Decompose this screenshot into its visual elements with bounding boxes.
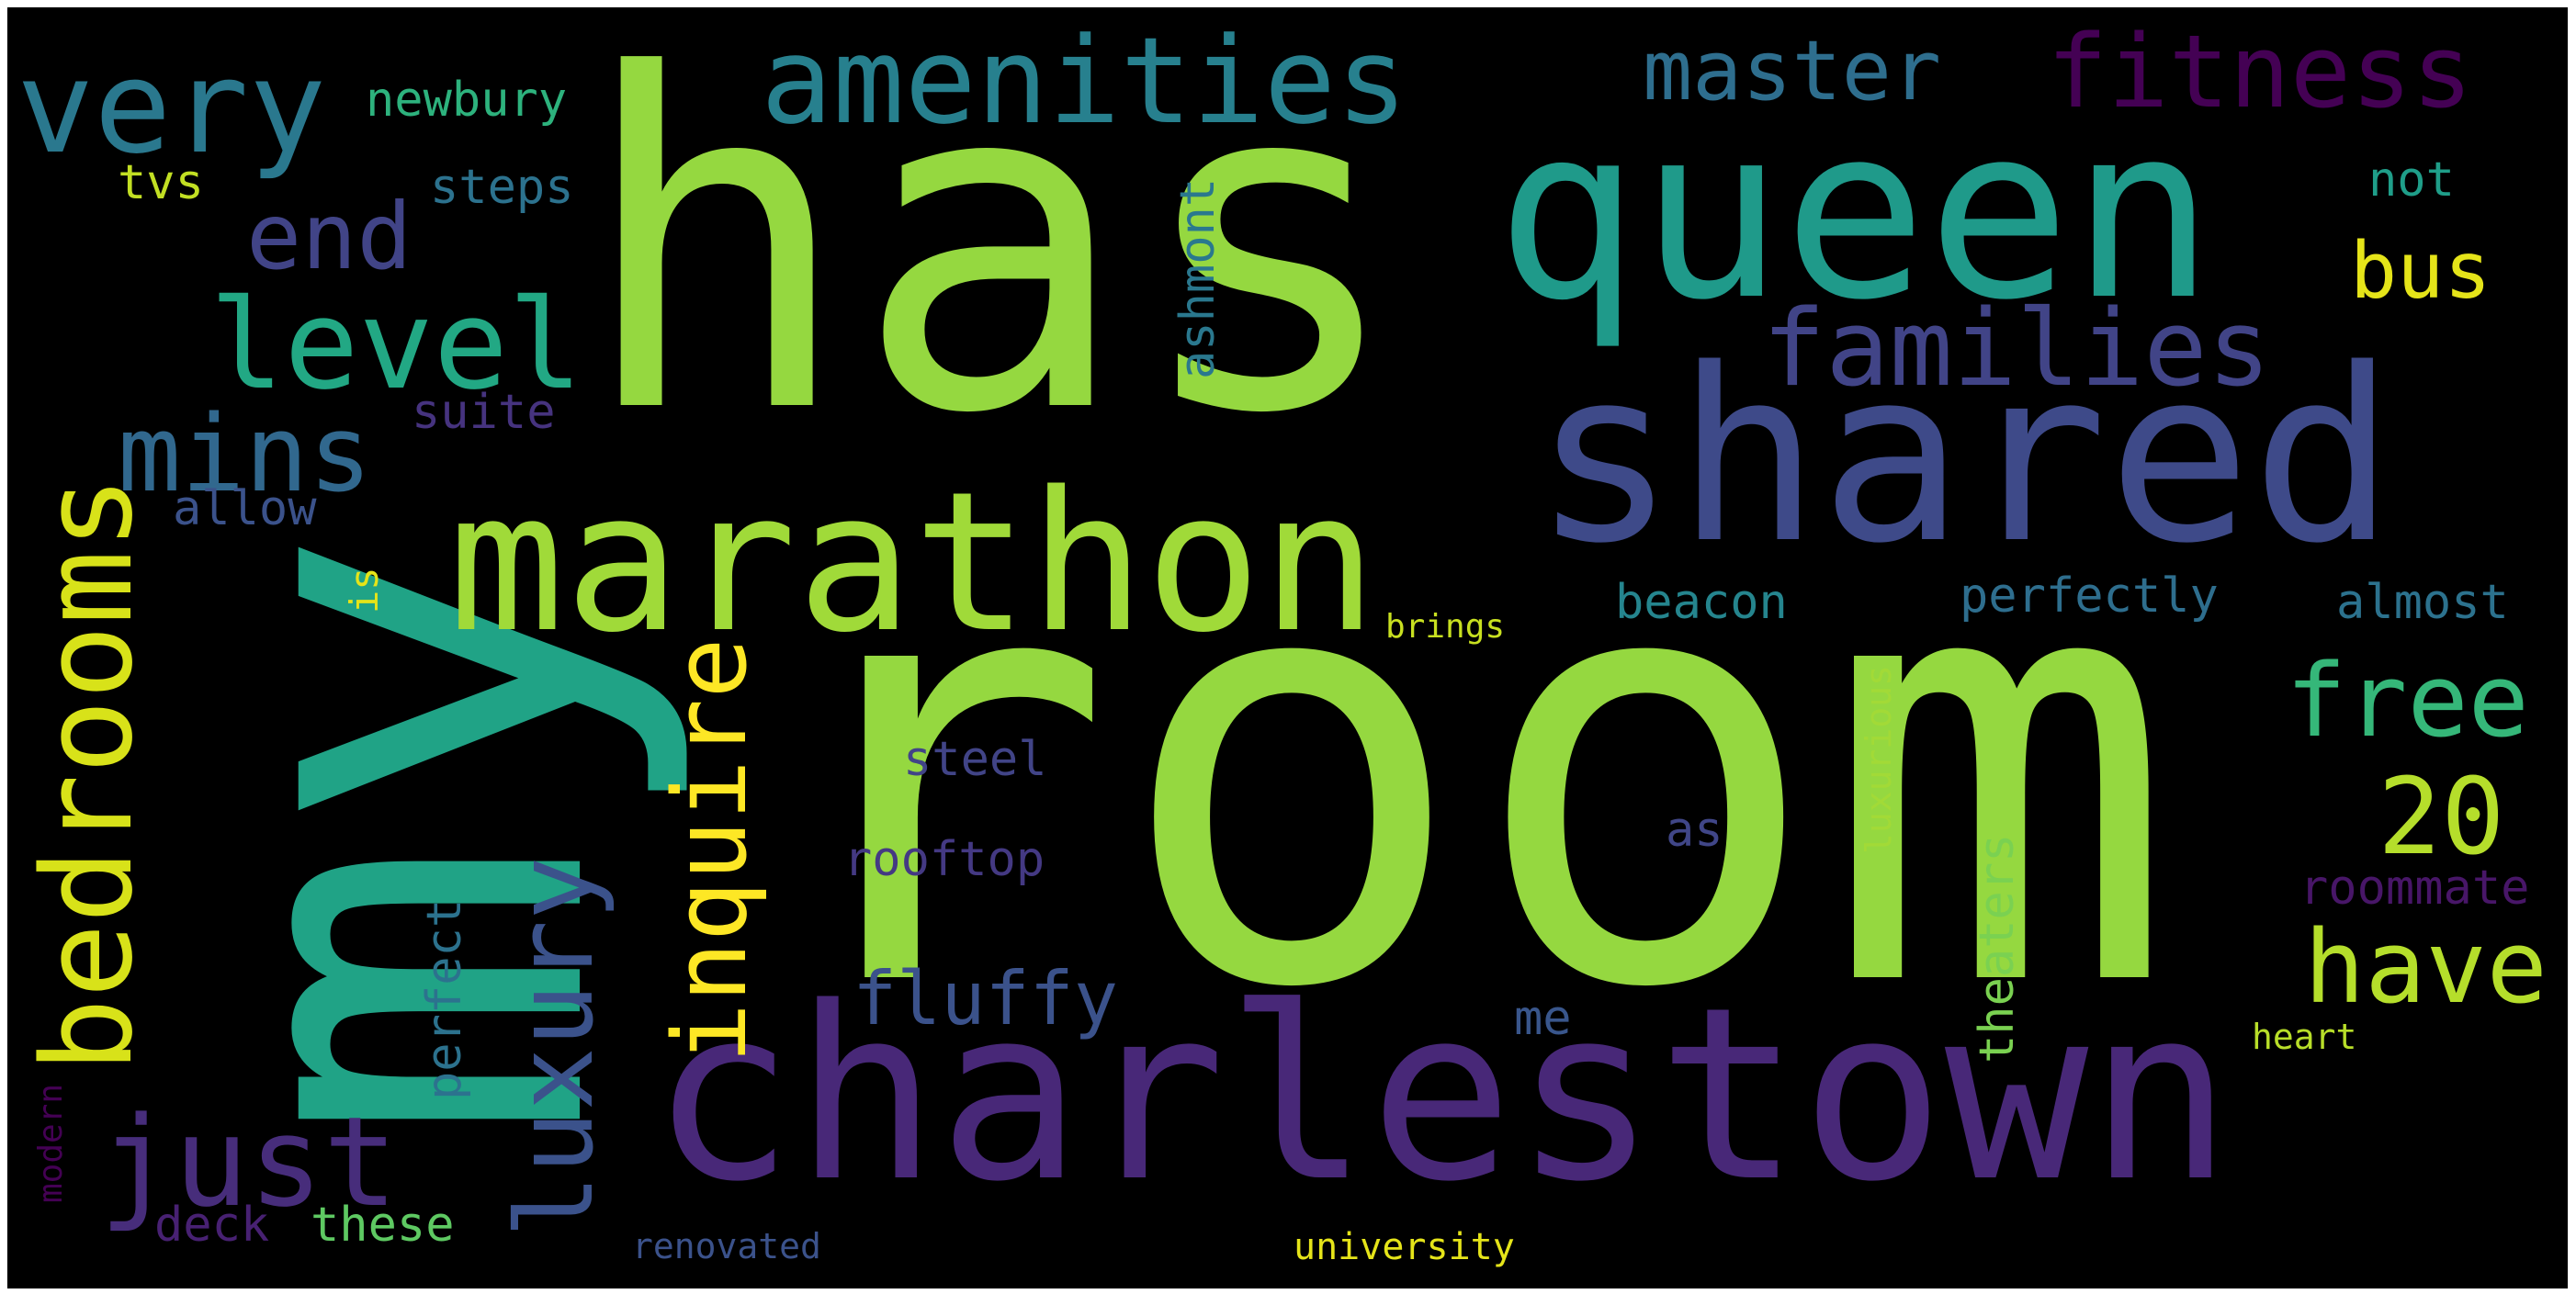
word-luxury: luxury xyxy=(494,856,617,1238)
word-just: just xyxy=(99,1090,399,1234)
word-steel: steel xyxy=(903,732,1047,787)
word-allow: allow xyxy=(173,481,317,536)
word-bus: bus xyxy=(2350,226,2491,317)
word-end: end xyxy=(246,183,412,290)
word-queen: queen xyxy=(1496,75,2215,353)
word-level: level xyxy=(209,273,583,417)
word-heart: heart xyxy=(2252,1017,2357,1057)
word-rooftop: rooftop xyxy=(843,832,1045,887)
word-shared: shared xyxy=(1532,319,2396,596)
word-room: room xyxy=(761,432,2177,1116)
word-mins: mins xyxy=(118,393,372,516)
word-perfectly: perfectly xyxy=(1960,568,2219,624)
word-theaters: theaters xyxy=(1970,833,2025,1063)
word-suite: suite xyxy=(412,385,556,440)
word-families: families xyxy=(1762,287,2271,411)
word-marathon: marathon xyxy=(448,450,1378,675)
word-steps: steps xyxy=(430,160,574,215)
word-is: is xyxy=(342,567,387,613)
word-university: university xyxy=(1294,1226,1515,1268)
word-free: free xyxy=(2286,642,2529,760)
word-almost: almost xyxy=(2336,575,2509,630)
word-modern: modern xyxy=(32,1083,70,1203)
word-ashmont: ashmont xyxy=(1170,177,1226,379)
word-20: 20 xyxy=(2378,756,2505,879)
word-tvs: tvs xyxy=(118,155,204,210)
word-charlestown: charlestown xyxy=(650,957,2232,1234)
word-renovated: renovated xyxy=(632,1226,821,1266)
word-have: have xyxy=(2304,908,2548,1026)
word-luxurious: luxurious xyxy=(1859,665,1899,854)
word-cloud-canvas: room has my charlestown shared queen mar… xyxy=(7,7,2568,1288)
word-perfect: perfect xyxy=(417,898,472,1100)
word-as: as xyxy=(1666,803,1723,858)
word-roommate: roommate xyxy=(2299,861,2530,916)
word-master: master xyxy=(1643,23,1942,119)
word-fitness: fitness xyxy=(2047,13,2473,130)
word-me: me xyxy=(1514,991,1572,1046)
word-brings: brings xyxy=(1385,608,1506,646)
word-beacon: beacon xyxy=(1615,575,1788,630)
word-bedrooms: bedrooms xyxy=(16,475,160,1073)
word-inquire: inquire xyxy=(651,637,769,1063)
word-these: these xyxy=(311,1198,455,1253)
word-has: has xyxy=(577,7,1407,513)
word-fluffy: fluffy xyxy=(853,956,1118,1041)
word-newbury: newbury xyxy=(366,73,568,128)
word-amenities: amenities xyxy=(761,11,1408,151)
word-very: very xyxy=(17,33,327,183)
word-deck: deck xyxy=(154,1198,270,1253)
word-not: not xyxy=(2368,152,2455,208)
